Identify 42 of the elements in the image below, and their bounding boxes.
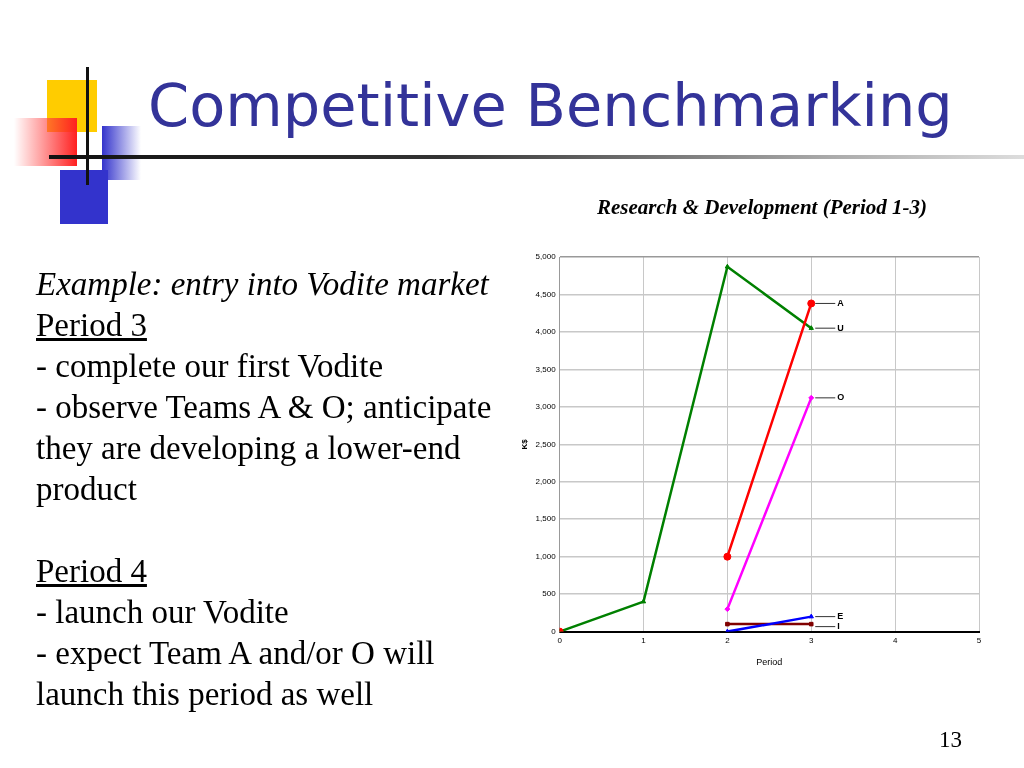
y-tick-label: 2,000 <box>535 476 557 486</box>
y-tick-label: 2,500 <box>535 439 557 449</box>
y-tick-label: 1,000 <box>535 551 557 561</box>
text: I <box>837 621 840 632</box>
y-tick-label: 3,000 <box>535 402 557 412</box>
text: U <box>837 322 844 333</box>
text: E <box>837 611 844 622</box>
text: - expect Team A and/or O will launch this period as well <box>36 635 435 712</box>
point <box>724 263 731 269</box>
y-tick-label: 500 <box>542 589 557 599</box>
y-tick-label: 4,500 <box>535 289 557 299</box>
text: O <box>837 392 845 403</box>
x-axis-title: Period <box>756 657 783 668</box>
chart-title: Competitive Benchmarking <box>148 71 953 140</box>
text: - complete our first Vodite <box>36 348 384 384</box>
y-axis-title: K$ <box>520 438 529 450</box>
point <box>640 598 647 604</box>
text: - observe Teams A & O; anticipate they are developing a lower-end product <box>36 389 492 507</box>
point <box>808 394 815 401</box>
x-tick-label: 5 <box>976 635 982 645</box>
point <box>808 325 814 330</box>
x-tick-label: 4 <box>892 635 898 645</box>
y-tick-label: 3,500 <box>535 364 557 374</box>
text: A <box>837 297 845 308</box>
point <box>724 606 731 613</box>
text: 13 <box>939 727 962 753</box>
text: Period 3 <box>36 307 147 343</box>
text: - launch our Vodite <box>36 594 289 630</box>
point <box>723 552 732 561</box>
x-tick-label: 1 <box>641 635 647 645</box>
y-tick-label: 5,000 <box>535 252 557 262</box>
point <box>725 621 730 627</box>
text: Period 4 <box>36 553 147 589</box>
y-tick-label: 4,000 <box>535 327 557 337</box>
chart-subtitle: Research & Development (Period 1-3) <box>595 195 929 220</box>
x-tick-label: 2 <box>725 635 731 645</box>
y-tick-label: 1,500 <box>535 514 557 524</box>
point <box>808 621 814 627</box>
y-tick-label: 0 <box>551 626 557 636</box>
text: Example: entry into Vodite market <box>36 266 489 302</box>
point <box>807 299 816 308</box>
x-tick-label: 3 <box>809 635 815 645</box>
